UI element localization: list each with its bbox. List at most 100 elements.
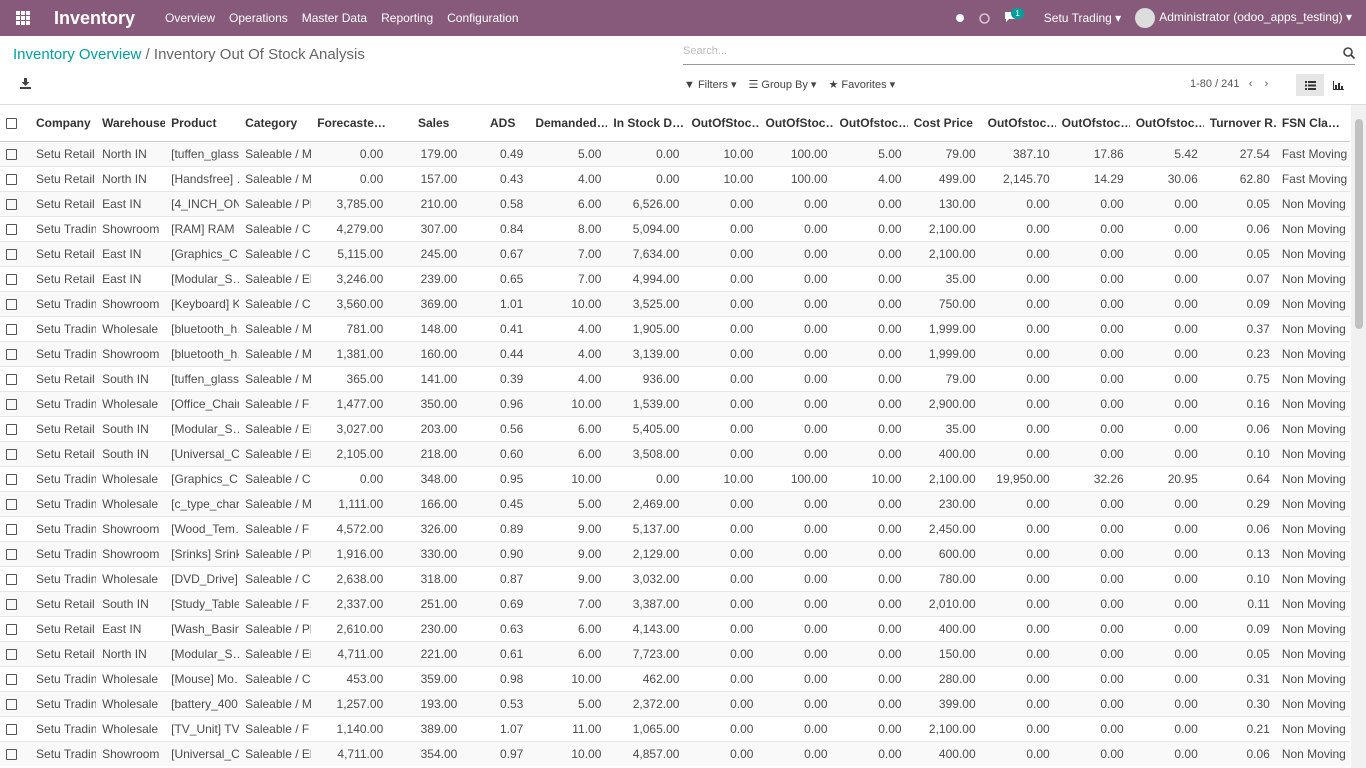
table-row[interactable]: Setu TradingWholesale[Mouse] Mo…Saleable… <box>0 665 1350 691</box>
row-select[interactable] <box>0 565 31 591</box>
column-header[interactable]: Category <box>239 105 312 142</box>
table-row[interactable]: Setu TradingShowroom[Wood_Tem…Saleable /… <box>0 515 1350 541</box>
checkbox[interactable] <box>6 573 17 585</box>
column-header[interactable]: OutOfstoc… <box>981 105 1056 142</box>
column-header[interactable]: Product <box>165 105 240 142</box>
checkbox[interactable] <box>6 173 17 185</box>
column-header[interactable]: Demanded… <box>529 105 608 142</box>
apps-menu[interactable] <box>0 11 46 25</box>
row-select[interactable] <box>0 590 31 616</box>
row-select[interactable] <box>0 390 31 416</box>
table-row[interactable]: Setu TradingWholesale[bluetooth_h…Saleab… <box>0 315 1350 341</box>
row-select[interactable] <box>0 640 31 666</box>
checkbox[interactable] <box>6 248 17 260</box>
activity-icon[interactable] <box>979 12 991 24</box>
column-header[interactable]: Warehouse <box>96 105 166 142</box>
messaging[interactable]: 1 <box>1004 8 1029 25</box>
table-row[interactable]: Setu TradingWholesale[TV_Unit] TV …Salea… <box>0 715 1350 741</box>
pager-next[interactable]: › <box>1264 78 1269 90</box>
checkbox[interactable] <box>6 373 17 385</box>
column-header[interactable]: Turnover R… <box>1203 105 1276 142</box>
table-row[interactable]: Setu Retail South IN [Modular_S… Saleable /… <box>0 415 1350 441</box>
table-row[interactable]: Setu TradingShowroom[Universal_C…Saleabl… <box>0 740 1350 766</box>
column-header[interactable]: FSN Cla… <box>1275 105 1350 142</box>
row-select[interactable] <box>0 465 31 491</box>
checkbox[interactable] <box>6 623 17 635</box>
table-row[interactable]: Setu TradingShowroom[Srinks] SrinksSalea… <box>0 540 1350 566</box>
table-row[interactable]: Setu TradingWholesale[Graphics_C…Saleabl… <box>0 465 1350 491</box>
column-header[interactable]: ADS <box>463 105 530 142</box>
table-row[interactable]: Setu TradingShowroom[Keyboard] K…Saleabl… <box>0 290 1350 316</box>
row-select[interactable] <box>0 340 31 366</box>
checkbox[interactable] <box>6 523 17 535</box>
checkbox[interactable] <box>6 749 17 761</box>
row-select[interactable] <box>0 165 31 191</box>
row-select[interactable] <box>0 440 31 466</box>
checkbox[interactable] <box>6 148 17 160</box>
checkbox[interactable] <box>6 448 17 460</box>
checkbox[interactable] <box>6 548 17 560</box>
column-header[interactable]: Company <box>30 105 97 142</box>
checkbox[interactable] <box>6 223 17 235</box>
checkbox[interactable] <box>6 598 17 610</box>
row-select[interactable] <box>0 315 31 341</box>
filters-button[interactable]: ▼ Filters ▾ <box>684 79 737 91</box>
checkbox[interactable] <box>6 423 17 435</box>
checkbox[interactable] <box>6 698 17 710</box>
checkbox[interactable] <box>6 273 17 285</box>
row-select[interactable] <box>0 715 31 741</box>
row-select[interactable] <box>0 490 31 516</box>
groupby-button[interactable]: ☰ Group By ▾ <box>748 79 817 91</box>
scroll-thumb[interactable] <box>1355 119 1363 329</box>
table-row[interactable]: Setu TradingWholesale[battery_400…Saleab… <box>0 690 1350 716</box>
breadcrumb-link[interactable]: Inventory Overview <box>13 46 142 63</box>
debug-icon[interactable] <box>955 13 965 23</box>
row-select[interactable] <box>0 740 31 766</box>
pager-value[interactable]: 1-80 / 241 <box>1190 78 1240 90</box>
table-row[interactable]: Setu TradingWholesale[Office_Chair…Salea… <box>0 390 1350 416</box>
checkbox[interactable] <box>6 723 17 735</box>
table-row[interactable]: Setu TradingShowroom[bluetooth_h…Saleabl… <box>0 340 1350 366</box>
table-row[interactable]: Setu TradingWholesale[DVD_Drive] …Saleab… <box>0 565 1350 591</box>
checkbox[interactable] <box>6 298 17 310</box>
row-select[interactable] <box>0 665 31 691</box>
favorites-button[interactable]: ★ Favorites ▾ <box>828 79 896 91</box>
checkbox[interactable] <box>6 198 17 210</box>
graph-view-button[interactable] <box>1324 74 1352 96</box>
menu-item[interactable]: Configuration <box>447 11 519 25</box>
column-header[interactable]: Cost Price <box>907 105 982 142</box>
row-select[interactable] <box>0 215 31 241</box>
company-switcher[interactable]: Setu Trading ▾ <box>1043 11 1122 25</box>
row-select[interactable] <box>0 265 31 291</box>
table-row[interactable]: Setu Retail East IN [Modular_S… Saleable / … <box>0 265 1350 291</box>
row-select[interactable] <box>0 515 31 541</box>
row-select[interactable] <box>0 140 31 166</box>
row-select[interactable] <box>0 540 31 566</box>
column-header[interactable]: OutOfstoc… <box>1129 105 1204 142</box>
row-select[interactable] <box>0 240 31 266</box>
row-select[interactable] <box>0 190 31 216</box>
search-icon[interactable] <box>1343 47 1355 59</box>
checkbox[interactable] <box>6 323 17 335</box>
select-all[interactable] <box>0 105 31 142</box>
menu-item[interactable]: Master Data <box>301 11 368 25</box>
column-header[interactable]: OutOfstoc… <box>833 105 908 142</box>
row-select[interactable] <box>0 615 31 641</box>
user-menu[interactable]: Administrator (odoo_apps_testing) ▾ <box>1135 8 1352 28</box>
checkbox[interactable] <box>6 473 17 485</box>
checkbox[interactable] <box>6 348 17 360</box>
pager-prev[interactable]: ‹ <box>1248 78 1253 90</box>
column-header[interactable]: OutOfstoc… <box>1055 105 1130 142</box>
checkbox[interactable] <box>6 118 17 130</box>
checkbox[interactable] <box>6 498 17 510</box>
row-select[interactable] <box>0 290 31 316</box>
menu-item[interactable]: Reporting <box>381 11 434 25</box>
